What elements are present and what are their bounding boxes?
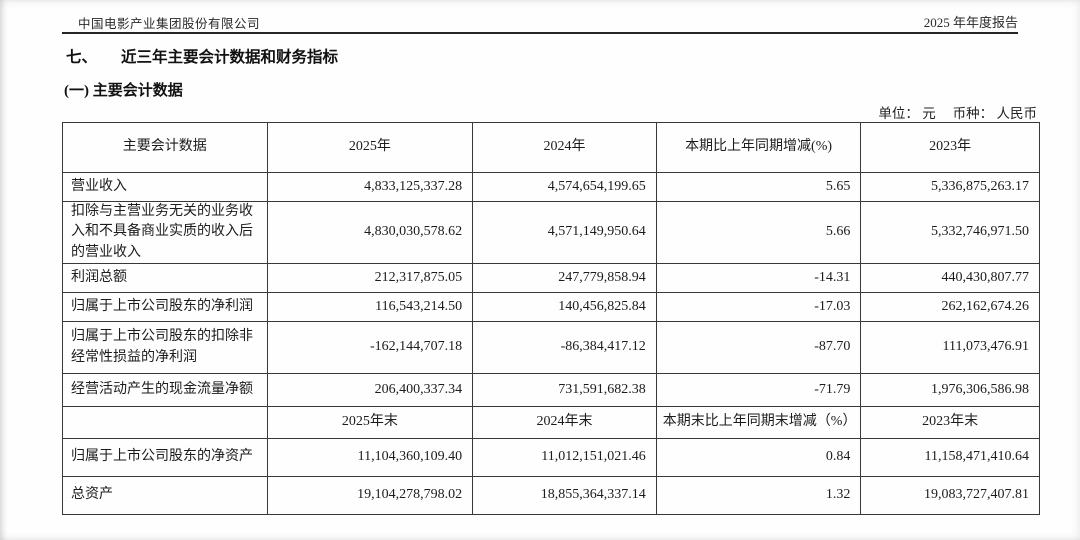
section-title: 七、 近三年主要会计数据和财务指标 xyxy=(66,45,338,67)
value-2024: 4,571,149,950.64 xyxy=(473,202,657,263)
section-number: 七、 xyxy=(66,49,98,66)
key-accounting-data-table: 主要会计数据 2025年 2024年 本期比上年同期增减(%) 2023年 营业… xyxy=(62,122,1040,515)
row-label: 经营活动产生的现金流量净额 xyxy=(63,374,268,406)
value-2025: -162,144,707.18 xyxy=(268,322,474,373)
table-row-total-profit: 利润总额 212,317,875.05 247,779,858.94 -14.3… xyxy=(63,264,1039,293)
row-label: 扣除与主营业务无关的业务收入和不具备商业实质的收入后的营业收入 xyxy=(63,202,268,263)
unit-note: 单位： 元 币种： 人民币 xyxy=(878,106,1037,121)
row-label: 归属于上市公司股东的净资产 xyxy=(63,439,268,476)
value-change: -17.03 xyxy=(657,293,862,321)
value-2024: 140,456,825.84 xyxy=(473,293,657,321)
header-cell-2023: 2023年 xyxy=(929,139,972,155)
subheader-cell-change-end: 本期末比上年同期末增减（%） xyxy=(657,407,862,438)
value-2023: 1,976,306,586.98 xyxy=(931,381,1029,397)
value-2025: 19,104,278,798.02 xyxy=(268,477,474,514)
table-header-row: 主要会计数据 2025年 2024年 本期比上年同期增减(%) 2023年 xyxy=(63,123,1039,173)
value-2023: 19,083,727,407.81 xyxy=(924,487,1029,503)
value-2023: 11,158,471,410.64 xyxy=(924,449,1029,465)
value-2025: 11,104,360,109.40 xyxy=(268,439,474,476)
value-change: 0.84 xyxy=(657,439,862,476)
subheader-cell-empty xyxy=(63,407,268,438)
header-cell-indicator: 主要会计数据 xyxy=(63,123,268,172)
row-label: 归属于上市公司股东的扣除非经常性损益的净利润 xyxy=(63,322,268,373)
subheader-cell-2023-end: 2023年末 xyxy=(922,414,979,430)
subheader-cell-2024-end: 2024年末 xyxy=(473,407,657,438)
table-row-operating-revenue: 营业收入 4,833,125,337.28 4,574,654,199.65 5… xyxy=(63,173,1039,202)
value-2024: -86,384,417.12 xyxy=(473,322,657,373)
company-name: 中国电影产业集团股份有限公司 xyxy=(78,17,261,31)
value-2025: 212,317,875.05 xyxy=(268,264,474,292)
value-change: 1.32 xyxy=(657,477,862,514)
header-cell-2024: 2024年 xyxy=(473,123,657,172)
value-2023: 440,430,807.77 xyxy=(941,269,1030,285)
table-row-net-assets: 归属于上市公司股东的净资产 11,104,360,109.40 11,012,1… xyxy=(63,439,1039,477)
value-2024: 11,012,151,021.46 xyxy=(473,439,657,476)
report-title: 2025 年年度报告 xyxy=(923,15,1018,30)
value-change: -14.31 xyxy=(657,264,862,292)
value-change: -87.70 xyxy=(657,322,862,373)
table-row-adjusted-revenue: 扣除与主营业务无关的业务收入和不具备商业实质的收入后的营业收入 4,830,03… xyxy=(63,202,1039,264)
subsection-title: (一) 主要会计数据 xyxy=(64,83,183,99)
value-2025: 206,400,337.34 xyxy=(268,374,474,406)
value-2025: 116,543,214.50 xyxy=(268,293,474,321)
value-2025: 4,833,125,337.28 xyxy=(268,173,474,201)
row-label: 利润总额 xyxy=(63,264,268,292)
value-2023: 5,332,746,971.50 xyxy=(931,224,1029,240)
table-row-net-profit-excl-nonrecurring: 归属于上市公司股东的扣除非经常性损益的净利润 -162,144,707.18 -… xyxy=(63,322,1039,374)
table-row-total-assets: 总资产 19,104,278,798.02 18,855,364,337.14 … xyxy=(63,477,1039,514)
value-2023: 5,336,875,263.17 xyxy=(931,178,1029,194)
value-2024: 18,855,364,337.14 xyxy=(473,477,657,514)
header-cell-change: 本期比上年同期增减(%) xyxy=(657,123,862,172)
value-2025: 4,830,030,578.62 xyxy=(268,202,474,263)
header-rule xyxy=(62,32,1018,34)
section-title-text: 近三年主要会计数据和财务指标 xyxy=(121,49,339,66)
value-change: 5.66 xyxy=(657,202,862,263)
value-change: -71.79 xyxy=(657,374,862,406)
table-period-end-header-row: 2025年末 2024年末 本期末比上年同期末增减（%） 2023年末 xyxy=(63,407,1039,439)
row-label: 营业收入 xyxy=(63,173,268,201)
value-2023: 262,162,674.26 xyxy=(941,298,1030,314)
value-change: 5.65 xyxy=(657,173,862,201)
value-2023: 111,073,476.91 xyxy=(942,339,1029,355)
header-cell-2025: 2025年 xyxy=(268,123,474,172)
table-row-net-profit: 归属于上市公司股东的净利润 116,543,214.50 140,456,825… xyxy=(63,293,1039,322)
value-2024: 4,574,654,199.65 xyxy=(473,173,657,201)
row-label: 总资产 xyxy=(63,477,268,514)
table-row-operating-cash-flow: 经营活动产生的现金流量净额 206,400,337.34 731,591,682… xyxy=(63,374,1039,407)
value-2024: 731,591,682.38 xyxy=(473,374,657,406)
value-2024: 247,779,858.94 xyxy=(473,264,657,292)
row-label: 归属于上市公司股东的净利润 xyxy=(63,293,268,321)
subheader-cell-2025-end: 2025年末 xyxy=(268,407,474,438)
